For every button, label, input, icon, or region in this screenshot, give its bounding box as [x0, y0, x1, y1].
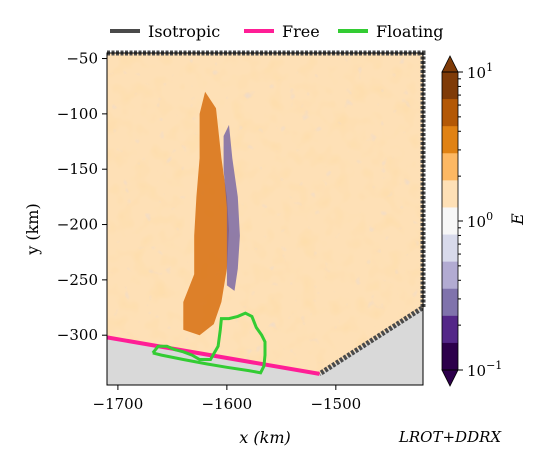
- x-axis-label: x (km): [239, 428, 290, 447]
- colorbar-tick-label: 100: [467, 210, 493, 231]
- legend-label-isotropic: Isotropic: [148, 22, 220, 41]
- legend-label-free: Free: [282, 22, 320, 41]
- floating-boundary: [151, 311, 267, 375]
- colorbar-extend-min: [441, 369, 459, 387]
- legend-label-floating: Floating: [376, 22, 443, 41]
- colorbar-segment: [442, 234, 458, 263]
- colorbar-segment: [442, 126, 458, 154]
- colorbar-label: E: [508, 213, 527, 226]
- y-axis: −50 −100 −150 −200 −250 −300: [57, 50, 107, 344]
- colorbar-segment: [442, 99, 458, 127]
- heatmap-field: [107, 53, 423, 374]
- colorbar-segment: [442, 180, 458, 208]
- low-e-band: [223, 124, 240, 291]
- colorbar-tick-exponent: −1: [486, 359, 502, 372]
- colorbar-segment: [442, 207, 458, 236]
- colorbar-segment: [442, 315, 458, 344]
- colorbar-segment: [442, 342, 458, 371]
- colorbar-tick-base: 10: [467, 362, 486, 380]
- y-tick-label: −250: [57, 271, 98, 289]
- y-tick-label: −200: [57, 216, 98, 234]
- y-tick-label: −150: [57, 160, 98, 178]
- colorbar-tick-label: 10−1: [467, 359, 502, 380]
- heatmap-texture-purple: [107, 53, 423, 374]
- colorbar-tick-base: 10: [467, 213, 486, 231]
- y-tick-label: −50: [66, 50, 98, 68]
- y-tick-label: −300: [57, 326, 98, 344]
- plot-frame: [106, 52, 424, 386]
- colorbar-tick-base: 10: [467, 64, 486, 82]
- colorbar-tick-exponent: 0: [486, 210, 493, 223]
- y-tick-label: −100: [57, 105, 98, 123]
- colorbar-tick-exponent: 1: [486, 61, 493, 74]
- x-tick-label: −1500: [310, 395, 361, 413]
- y-axis-label: y (km): [23, 203, 42, 255]
- colorbar-segment: [442, 153, 458, 181]
- colorbar-segment: [442, 261, 458, 290]
- colorbar-extend-max: [441, 55, 459, 73]
- x-axis: −1700 −1600 −1500: [93, 385, 361, 413]
- colorbar-segment: [442, 288, 458, 317]
- x-tick-label: −1700: [93, 395, 144, 413]
- high-e-band: [183, 91, 229, 336]
- colorbar-segment: [442, 72, 458, 100]
- colorbar-tick-label: 101: [467, 61, 493, 82]
- plot-area: [106, 50, 426, 386]
- legend: Isotropic Free Floating: [110, 22, 443, 41]
- x-tick-label: −1600: [201, 395, 252, 413]
- annotation-label: LROT+DDRX: [398, 428, 502, 446]
